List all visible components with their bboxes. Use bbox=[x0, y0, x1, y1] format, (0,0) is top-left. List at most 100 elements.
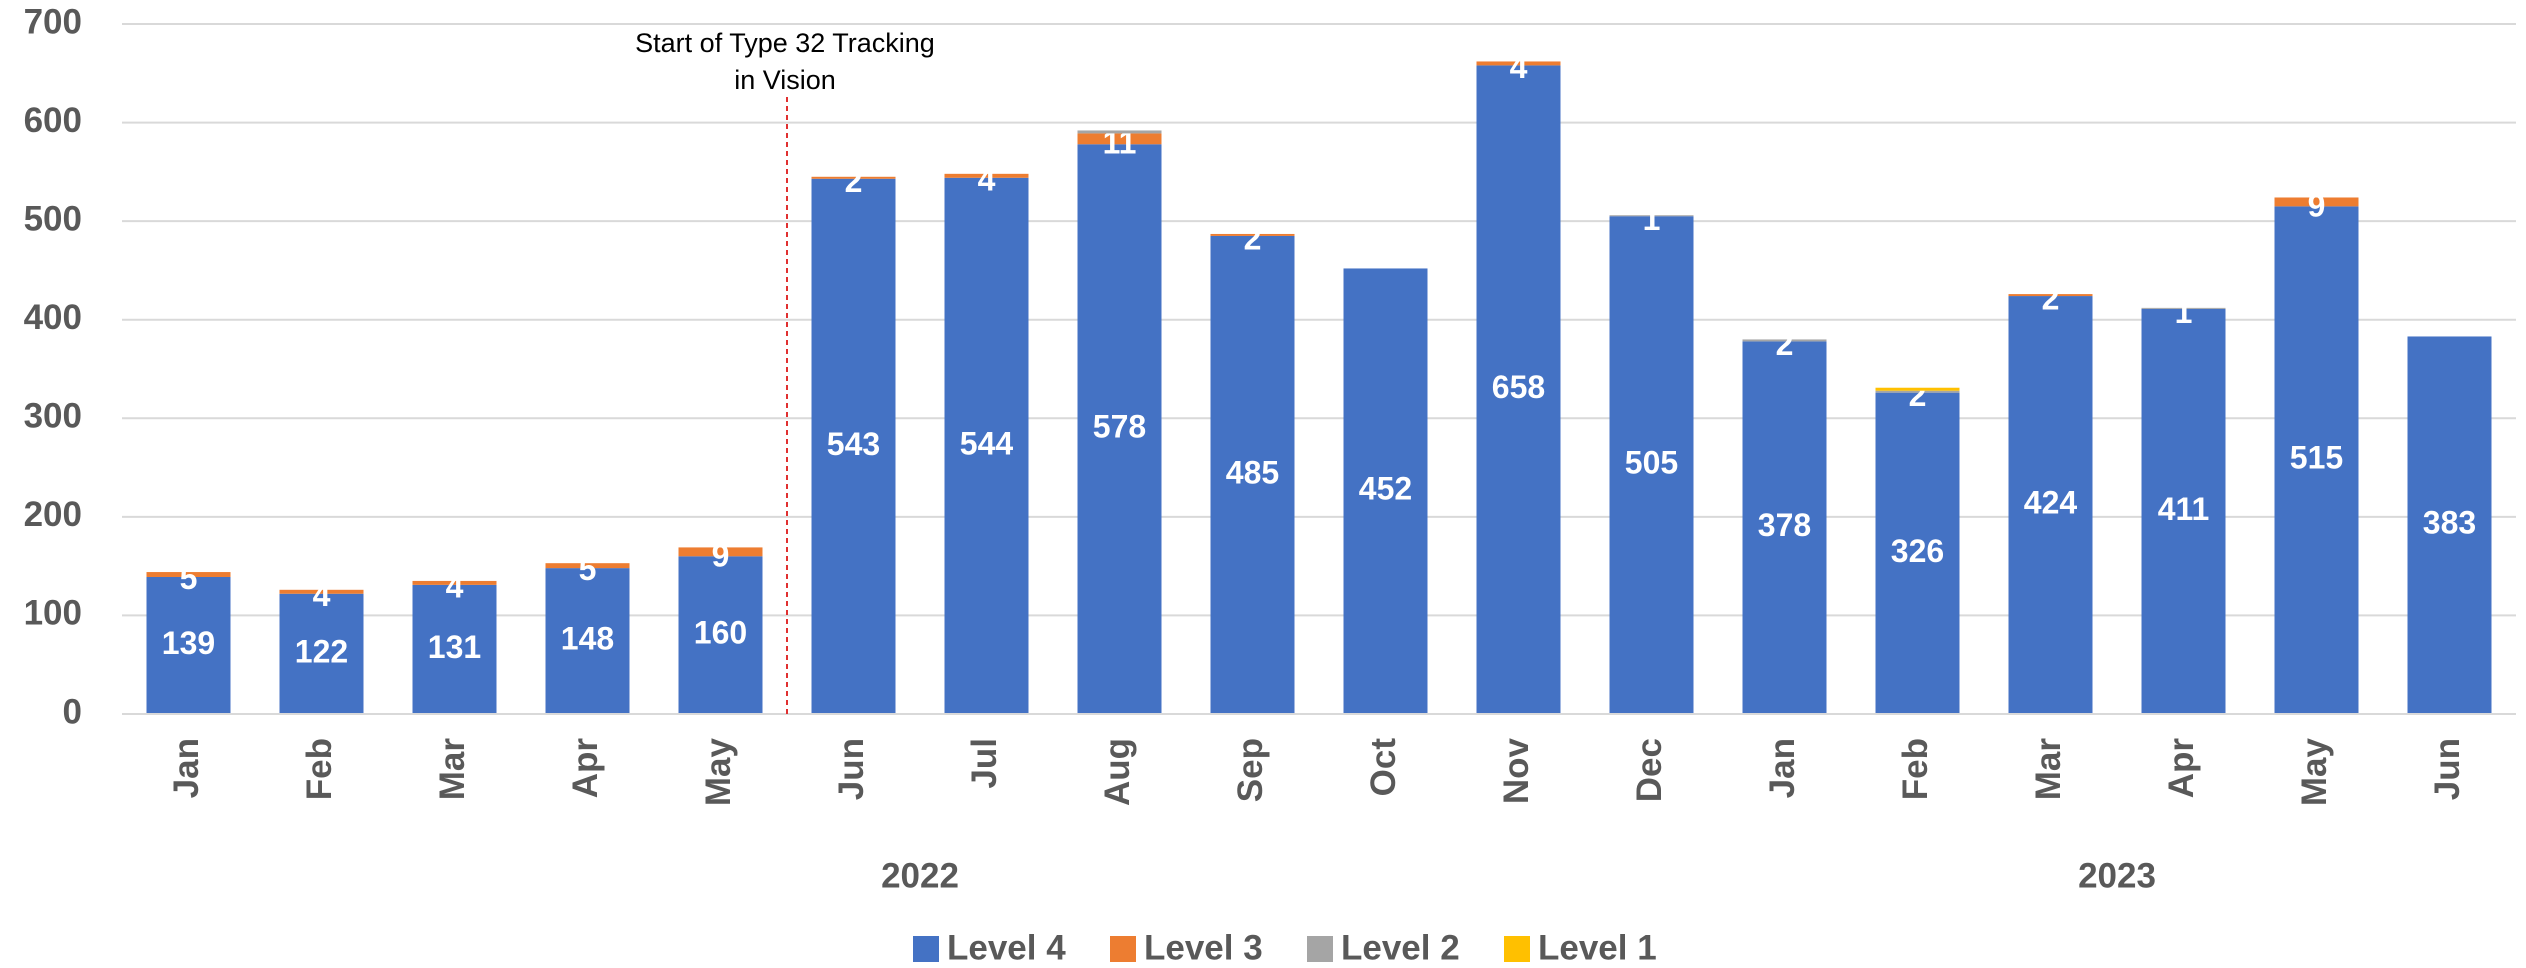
data-label: 2 bbox=[2042, 281, 2060, 317]
bar-segment bbox=[1077, 133, 1162, 145]
legend-swatch bbox=[1504, 936, 1530, 962]
bar-segment bbox=[146, 572, 231, 577]
data-label: 1 bbox=[2175, 294, 2193, 330]
data-label: 2 bbox=[1909, 377, 1927, 413]
legend-label: Level 2 bbox=[1341, 928, 1460, 967]
data-label: 485 bbox=[1226, 454, 1279, 490]
data-label: 4 bbox=[446, 568, 464, 604]
bar-segment bbox=[1476, 65, 1561, 714]
bar-segment bbox=[2274, 197, 2359, 207]
data-label: 160 bbox=[694, 615, 747, 651]
y-tick-label: 200 bbox=[24, 495, 82, 534]
x-tick-label: May bbox=[2295, 737, 2334, 806]
data-label: 131 bbox=[428, 629, 481, 665]
bar-segment bbox=[2407, 336, 2492, 714]
data-label: 122 bbox=[295, 633, 348, 669]
x-tick-label: Jan bbox=[1763, 738, 1802, 798]
bar-segment bbox=[2008, 296, 2093, 714]
bar-segment bbox=[1210, 233, 1295, 236]
bar-segment bbox=[2141, 307, 2226, 309]
data-label: 326 bbox=[1891, 533, 1944, 569]
bar-segment bbox=[1077, 130, 1162, 134]
bar-segment bbox=[1875, 392, 1960, 714]
data-label: 2 bbox=[1244, 220, 1262, 256]
bar-segment bbox=[146, 576, 231, 714]
bar-segment bbox=[412, 580, 497, 585]
x-tick-label: Aug bbox=[1098, 738, 1137, 806]
bar-segment bbox=[1609, 215, 1694, 217]
bar-segment bbox=[678, 556, 763, 714]
data-label: 544 bbox=[960, 425, 1014, 461]
data-label: 505 bbox=[1625, 445, 1678, 481]
bar-segment bbox=[1609, 216, 1694, 714]
x-tick-label: Jun bbox=[832, 738, 871, 800]
data-label: 658 bbox=[1492, 369, 1545, 405]
x-tick-label: Jan bbox=[167, 738, 206, 798]
x-tick-label: Nov bbox=[1497, 737, 1536, 804]
bar-segment bbox=[2274, 206, 2359, 714]
data-label: 578 bbox=[1093, 409, 1146, 445]
legend-label: Level 4 bbox=[947, 928, 1066, 967]
annotation: Start of Type 32 Tracking bbox=[635, 28, 935, 58]
x-tick-label: Oct bbox=[1364, 738, 1403, 797]
x-tick-label: May bbox=[699, 737, 738, 806]
data-label: 4 bbox=[978, 161, 996, 197]
bar-segment bbox=[279, 589, 364, 594]
bar-segment bbox=[412, 584, 497, 714]
group-label: 2023 bbox=[2078, 856, 2156, 895]
y-tick-label: 500 bbox=[24, 199, 82, 238]
y-tick-label: 0 bbox=[63, 692, 82, 731]
data-label: 2 bbox=[1776, 326, 1794, 362]
bar-segment bbox=[545, 568, 630, 714]
legend-swatch bbox=[913, 936, 939, 962]
x-tick-label: Mar bbox=[433, 738, 472, 801]
data-label: 411 bbox=[2158, 491, 2210, 527]
data-label: 4 bbox=[313, 577, 331, 613]
group-label: 2022 bbox=[881, 856, 959, 895]
y-tick-label: 600 bbox=[24, 101, 82, 140]
bar-segment bbox=[811, 178, 896, 714]
data-label: 4 bbox=[1510, 49, 1528, 85]
bar-segment bbox=[2008, 294, 2093, 297]
data-label: 5 bbox=[180, 560, 198, 596]
y-tick-label: 100 bbox=[24, 594, 82, 633]
legend-swatch bbox=[1307, 936, 1333, 962]
x-tick-label: Mar bbox=[2029, 738, 2068, 801]
data-label: 543 bbox=[827, 426, 880, 462]
legend-label: Level 3 bbox=[1144, 928, 1263, 967]
data-label: 5 bbox=[579, 551, 597, 587]
data-label: 424 bbox=[2024, 484, 2078, 520]
x-tick-label: Feb bbox=[1896, 738, 1935, 800]
x-tick-label: Apr bbox=[566, 738, 605, 799]
x-tick-label: Jun bbox=[2428, 738, 2467, 800]
x-tick-label: Feb bbox=[300, 738, 339, 800]
bar-segment bbox=[944, 177, 1029, 714]
data-label: 9 bbox=[2308, 187, 2326, 223]
bar-segment bbox=[1875, 387, 1960, 391]
bar-segment bbox=[1077, 144, 1162, 714]
x-tick-label: Dec bbox=[1630, 738, 1669, 802]
data-label: 2 bbox=[845, 163, 863, 199]
bar-segment bbox=[1210, 235, 1295, 714]
annotation: in Vision bbox=[734, 65, 836, 95]
bar-segment bbox=[1742, 339, 1827, 342]
bar-segment bbox=[2141, 308, 2226, 714]
x-tick-label: Apr bbox=[2162, 738, 2201, 799]
y-tick-label: 700 bbox=[24, 2, 82, 41]
bar-segment bbox=[1875, 390, 1960, 393]
data-label: 383 bbox=[2423, 505, 2476, 541]
y-tick-label: 400 bbox=[24, 298, 82, 337]
bar-segment bbox=[1476, 61, 1561, 66]
data-label: 148 bbox=[561, 621, 614, 657]
data-label: 139 bbox=[162, 625, 215, 661]
x-tick-label: Sep bbox=[1231, 738, 1270, 802]
bar-segment bbox=[678, 547, 763, 557]
bar-segment bbox=[1742, 341, 1827, 714]
bar-segment bbox=[279, 593, 364, 714]
legend-label: Level 1 bbox=[1538, 928, 1657, 967]
bar-segment bbox=[545, 563, 630, 569]
bar-segment bbox=[811, 176, 896, 179]
data-label: 9 bbox=[712, 537, 730, 573]
x-tick-label: Jul bbox=[965, 738, 1004, 789]
